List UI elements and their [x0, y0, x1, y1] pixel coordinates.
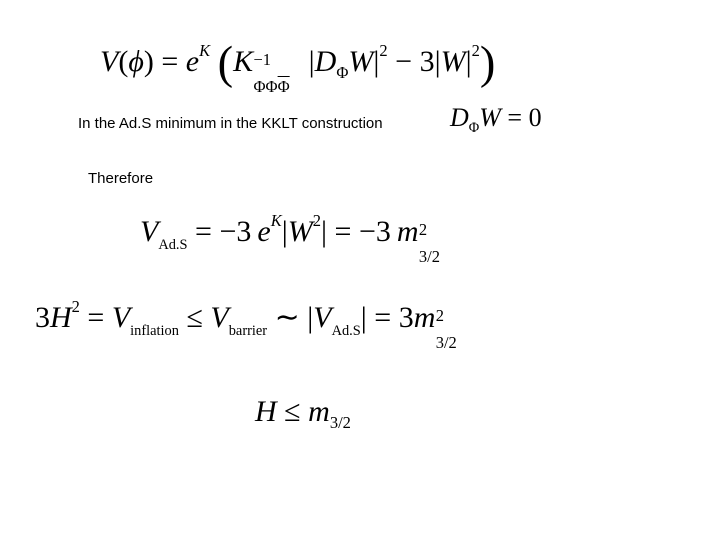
sym-D2: D [450, 103, 469, 132]
sym-W1: W [348, 45, 373, 78]
sym-eq-4b: = [374, 301, 391, 334]
paren-open: ( [218, 38, 234, 89]
sym-eq-3a: = [195, 215, 212, 248]
sym-3a: 3 [35, 301, 50, 334]
equation-vads: VAd.S = −3 eK|W2| = −3 m23/2 [140, 215, 458, 249]
sym-W3: W [479, 103, 507, 132]
sym-V4: V [210, 301, 228, 334]
sq-1: 2 [379, 41, 387, 60]
sub-ads: Ad.S [158, 237, 187, 253]
sym-V: V [100, 45, 118, 78]
sym-minus3: − 3 [395, 45, 434, 78]
sym-equals: = [161, 45, 178, 78]
equation-h-bound: H ≤ m3/2 [255, 395, 351, 429]
sym-m3b: −3 [359, 215, 391, 248]
sym-eK2: K [271, 211, 282, 230]
sym-m-1: m [397, 215, 419, 248]
sym-m-2: m [414, 301, 436, 334]
equation-potential: V(ϕ) = eK (K−1ΦΦΦ |DΦW|2 − 3|W|2) [100, 30, 495, 83]
sym-D-sub: Φ [336, 63, 348, 82]
sub-inflation: inflation [130, 323, 179, 339]
sym-eK-exp: K [199, 41, 210, 60]
sym-V2: V [140, 215, 158, 248]
paren-close: ) [480, 38, 496, 89]
sym-m3a: −3 [219, 215, 251, 248]
sq-4: 2 [72, 297, 80, 316]
equation-inflation-bound: 3H2 = Vinflation ≤ Vbarrier ∼ |VAd.S| = … [35, 300, 474, 335]
sym-H2: H [255, 395, 277, 428]
equation-dphiw-zero: DΦW = 0 [450, 103, 542, 133]
sub-barrier: barrier [229, 323, 267, 339]
sym-le-1: ≤ [186, 301, 202, 334]
sub-ads-2: Ad.S [332, 323, 361, 339]
sym-eq0: = 0 [507, 103, 541, 132]
sym-W4: W [288, 215, 313, 248]
abs-c4: | [361, 301, 367, 334]
sym-le-2: ≤ [284, 395, 300, 428]
sym-phi: ϕ [128, 45, 144, 78]
sym-W2: W [441, 45, 466, 78]
abs-close-2: | [466, 45, 472, 78]
sym-eq-4a: = [87, 301, 104, 334]
sym-V3: V [112, 301, 130, 334]
sym-V5: V [313, 301, 331, 334]
abs-c3: | [321, 215, 327, 248]
sub-32: 3/2 [330, 413, 351, 432]
sym-e: e [186, 45, 199, 78]
sym-H: H [50, 301, 72, 334]
text-therefore: Therefore [88, 170, 153, 187]
sym-e2: e [257, 215, 270, 248]
sym-D2-sub: Φ [469, 120, 479, 136]
sq-3: 2 [313, 211, 321, 230]
sym-3b: 3 [399, 301, 414, 334]
sym-m-3: m [308, 395, 330, 428]
sym-sim: ∼ [275, 301, 300, 334]
sym-eq-3b: = [335, 215, 352, 248]
sym-D: D [315, 45, 337, 78]
sym-K: K [233, 45, 253, 78]
sq-2: 2 [472, 41, 480, 60]
text-ads-minimum: In the Ad.S minimum in the KKLT construc… [78, 115, 383, 132]
